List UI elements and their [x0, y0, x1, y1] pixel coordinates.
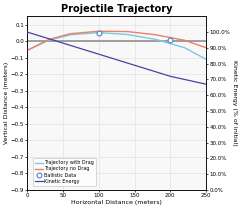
Ballistic Data	[169, 39, 172, 42]
Kinetic Energy	[133, 64, 136, 66]
Trajectory with Drag	[183, 46, 186, 49]
Trajectory with Drag	[69, 34, 72, 36]
Kinetic Energy	[205, 83, 208, 85]
Ballistic Data	[97, 31, 100, 34]
Line: Trajectory with Drag: Trajectory with Drag	[27, 33, 206, 59]
Kinetic Energy	[62, 42, 65, 45]
Trajectory with Drag	[26, 49, 29, 51]
Trajectory with Drag	[126, 33, 129, 36]
Trajectory no Drag	[47, 38, 50, 41]
Kinetic Energy	[26, 31, 29, 33]
Title: Projectile Trajectory: Projectile Trajectory	[61, 4, 173, 14]
Trajectory with Drag	[155, 38, 158, 41]
Trajectory no Drag	[97, 30, 100, 32]
Legend: Trajectory with Drag, Trajectory no Drag, Ballistic Data, Kinetic Energy: Trajectory with Drag, Trajectory no Drag…	[33, 158, 96, 186]
Line: Kinetic Energy: Kinetic Energy	[27, 32, 206, 84]
Trajectory with Drag	[205, 58, 208, 61]
X-axis label: Horizontal Distance (meters): Horizontal Distance (meters)	[71, 200, 162, 205]
Kinetic Energy	[169, 75, 172, 78]
Y-axis label: Vertical Distance (meters): Vertical Distance (meters)	[4, 62, 9, 144]
Trajectory no Drag	[205, 46, 208, 49]
Kinetic Energy	[97, 53, 100, 55]
Trajectory no Drag	[69, 32, 72, 35]
Line: Ballistic Data: Ballistic Data	[96, 30, 173, 43]
Trajectory no Drag	[155, 34, 158, 36]
Trajectory no Drag	[126, 30, 129, 33]
Trajectory no Drag	[26, 49, 29, 51]
Trajectory with Drag	[97, 31, 100, 34]
Trajectory with Drag	[47, 39, 50, 42]
Trajectory no Drag	[183, 39, 186, 42]
Y-axis label: Kinetic Energy (% of Initial): Kinetic Energy (% of Initial)	[232, 60, 237, 146]
Line: Trajectory no Drag: Trajectory no Drag	[27, 31, 206, 50]
